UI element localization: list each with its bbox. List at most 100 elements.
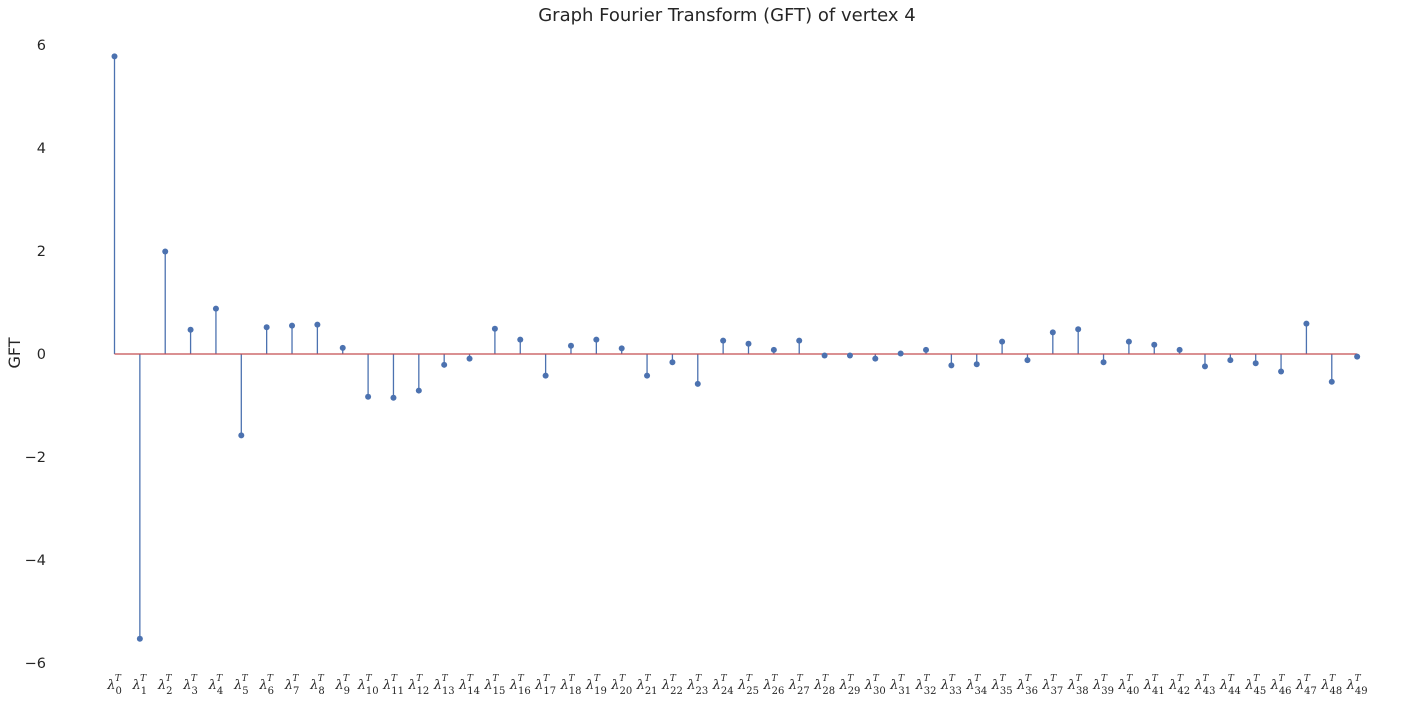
x-tick-label: λ15T	[483, 674, 505, 697]
stem-marker	[567, 342, 574, 349]
x-tick-label: λ44T	[1219, 674, 1241, 697]
x-tick-label: λ36T	[1016, 674, 1038, 697]
stem-marker	[491, 325, 498, 332]
x-tick-label: λ47T	[1295, 674, 1317, 697]
stem-marker	[720, 337, 727, 344]
x-tick-label: λ31T	[889, 674, 911, 697]
stem-marker	[618, 345, 625, 352]
stem-marker	[999, 338, 1006, 345]
x-tick-label: λ11T	[382, 674, 404, 697]
x-tick-label: λ24T	[712, 674, 734, 697]
x-tick-label: λ30T	[864, 674, 886, 697]
stem-marker	[1075, 326, 1082, 333]
x-tick-label: λ0T	[106, 674, 122, 697]
x-tick-label: λ8T	[309, 674, 325, 697]
y-tick-label: 4	[37, 141, 46, 157]
stem-marker	[212, 305, 219, 312]
x-tick-label: λ12T	[407, 674, 429, 697]
stem-marker	[314, 321, 321, 328]
stem-marker	[1354, 353, 1361, 360]
x-tick-labels: λ0T λ1T λ2T λ3T λ4T λ5T λ6T λ7T λ8T λ9T λ10T λ11T λ1…	[106, 674, 1367, 697]
stem-marker	[289, 322, 296, 329]
x-tick-label: λ10T	[357, 674, 379, 697]
x-tick-label: λ35T	[991, 674, 1013, 697]
stem-marker	[365, 393, 372, 400]
stem-marker	[111, 53, 118, 60]
x-tick-label: λ9T	[334, 674, 350, 697]
x-tick-label: λ46T	[1270, 674, 1292, 697]
stem-marker	[1278, 368, 1285, 375]
stem-marker	[542, 372, 549, 379]
x-tick-label: λ33T	[940, 674, 962, 697]
stem-markers	[111, 53, 1361, 642]
x-tick-label: λ21T	[636, 674, 658, 697]
x-tick-label: λ43T	[1193, 674, 1215, 697]
y-tick-label: 6	[37, 38, 46, 54]
x-tick-label: λ37T	[1041, 674, 1063, 697]
x-tick-label: λ19T	[585, 674, 607, 697]
y-tick-labels: −6 −4 −2 0 2 4 6	[25, 38, 46, 672]
x-tick-label: λ4T	[208, 674, 224, 697]
x-tick-label: λ7T	[284, 674, 300, 697]
x-tick-label: λ49T	[1346, 674, 1368, 697]
x-tick-label: λ40T	[1117, 674, 1139, 697]
stem-marker	[644, 372, 651, 379]
stem-marker	[1024, 357, 1031, 364]
x-tick-label: λ23T	[686, 674, 708, 697]
stem-marker	[390, 394, 397, 401]
stem-lines	[113, 56, 1358, 639]
stem-marker	[441, 361, 448, 368]
x-tick-label: λ22T	[661, 674, 683, 697]
stem-marker	[187, 326, 194, 333]
stem-marker	[745, 340, 752, 347]
x-tick-label: λ25T	[737, 674, 759, 697]
stem-marker	[948, 362, 955, 369]
x-tick-label: λ20T	[610, 674, 632, 697]
stem-marker	[517, 336, 524, 343]
stem-marker	[1125, 338, 1132, 345]
x-tick-label: λ29T	[838, 674, 860, 697]
stem-marker	[1227, 357, 1234, 364]
stem-marker	[1201, 363, 1208, 370]
x-tick-label: λ5T	[233, 674, 249, 697]
x-tick-label: λ34T	[965, 674, 987, 697]
x-tick-label: λ3T	[182, 674, 198, 697]
stem-marker	[593, 336, 600, 343]
x-tick-label: λ32T	[915, 674, 937, 697]
stem-marker	[694, 380, 701, 387]
x-tick-label: λ6T	[258, 674, 274, 697]
stem-marker	[136, 635, 143, 642]
x-tick-label: λ38T	[1067, 674, 1089, 697]
stem-marker	[162, 248, 169, 255]
x-tick-label: λ26T	[762, 674, 784, 697]
x-tick-label: λ42T	[1168, 674, 1190, 697]
stem-marker	[1252, 360, 1259, 367]
stem-marker	[669, 359, 676, 366]
x-tick-label: λ14T	[458, 674, 480, 697]
stem-marker	[263, 324, 270, 331]
stem-marker	[339, 344, 346, 351]
y-tick-label: 0	[37, 347, 46, 363]
y-tick-label: 2	[37, 244, 46, 260]
x-tick-label: λ13T	[433, 674, 455, 697]
stem-marker	[1176, 346, 1183, 353]
stem-marker	[1151, 341, 1158, 348]
stem-marker	[796, 337, 803, 344]
stem-marker	[1328, 378, 1335, 385]
y-tick-label: −2	[25, 450, 46, 466]
y-tick-label: −4	[25, 553, 46, 569]
x-tick-label: λ41T	[1143, 674, 1165, 697]
stem-marker	[872, 355, 879, 362]
x-tick-label: λ1T	[132, 674, 148, 697]
x-tick-label: λ48T	[1320, 674, 1342, 697]
x-tick-label: λ18T	[559, 674, 581, 697]
stem-marker	[770, 346, 777, 353]
stem-marker	[973, 361, 980, 368]
stem-marker	[1100, 359, 1107, 366]
x-tick-label: λ28T	[813, 674, 835, 697]
chart-title: Graph Fourier Transform (GFT) of vertex …	[538, 5, 916, 26]
stem-marker	[466, 355, 473, 362]
y-tick-label: −6	[25, 656, 46, 672]
stem-marker	[897, 350, 904, 357]
stem-marker	[846, 352, 853, 359]
